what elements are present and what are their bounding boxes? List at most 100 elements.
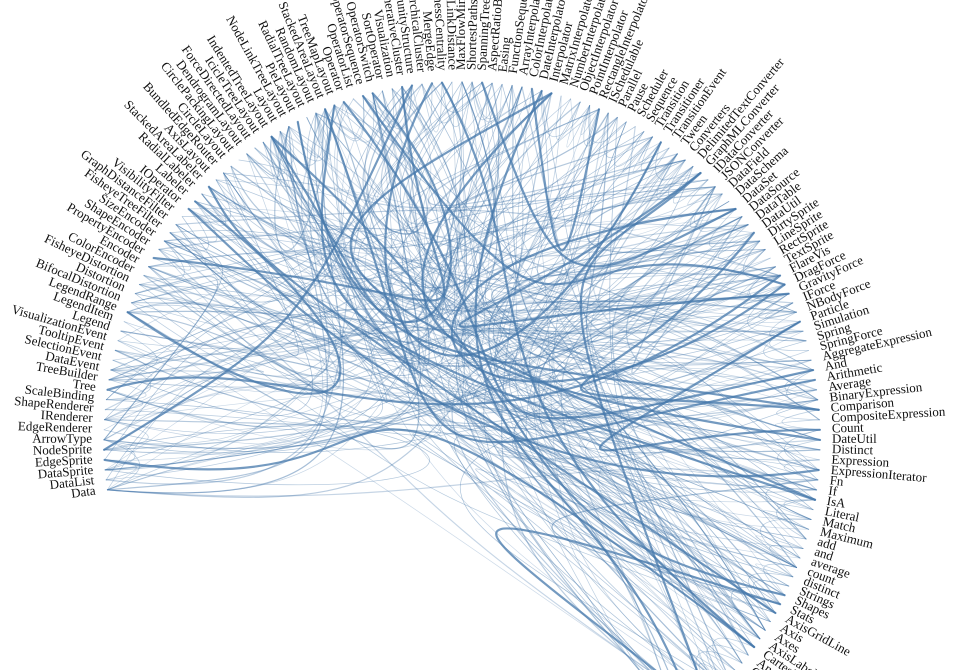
node-label[interactable]: If (828, 483, 839, 499)
dependency-edge (776, 499, 816, 540)
dependency-edge (103, 172, 383, 451)
node-label[interactable]: ShortestPaths (463, 0, 480, 70)
node-label[interactable]: Easing (495, 36, 514, 73)
node-label[interactable]: IsA (826, 493, 848, 511)
node-label[interactable]: Average (827, 373, 872, 394)
dependency-edge (349, 92, 817, 501)
dependency-edge (134, 293, 766, 631)
dependency-edge (208, 186, 781, 314)
node-label[interactable]: CompositeExpression (831, 404, 946, 425)
dependency-edge (543, 232, 820, 471)
dependency-edge (104, 459, 140, 471)
dependency-edge (163, 240, 786, 596)
dependency-edge (382, 88, 395, 125)
dependency-edge (104, 392, 821, 451)
dependency-edge (471, 81, 503, 120)
dependency-edge (104, 368, 819, 461)
dependency-edge (246, 121, 340, 388)
dependency-edge (342, 101, 815, 420)
node-label[interactable]: NodeSprite (33, 441, 93, 458)
dependency-edge (642, 147, 678, 190)
dependency-edge (103, 412, 816, 501)
dependency-edge (765, 302, 797, 318)
dependency-edge (207, 185, 777, 615)
dependency-edge (507, 85, 523, 128)
node-label[interactable]: ShapeRenderer (14, 393, 95, 415)
dependency-edge (271, 108, 388, 403)
dependency-edge (508, 105, 797, 568)
node-label[interactable]: Data (70, 483, 97, 501)
node-label[interactable]: ExpressionIterator (830, 462, 928, 485)
dependency-edge (153, 257, 736, 670)
dependency-edge (163, 186, 716, 414)
node-label[interactable]: Comparison (830, 394, 895, 414)
node-label[interactable]: LinkDistance (444, 0, 461, 70)
dependency-edge (784, 429, 821, 471)
dependency-edge (614, 121, 653, 167)
dependency-edge (444, 116, 686, 213)
node-label[interactable]: add (816, 534, 839, 554)
dependency-edge (460, 159, 755, 382)
node-label[interactable]: ArrowType (32, 431, 92, 446)
dependency-edge (488, 240, 761, 670)
dependency-edge (566, 101, 591, 148)
dependency-edge (453, 293, 819, 401)
dependency-edge (708, 208, 755, 248)
dependency-edge (515, 88, 662, 670)
dependency-edge (769, 544, 804, 568)
dependency-edge (401, 81, 657, 670)
dependency-edge (448, 311, 817, 415)
dependency-edge (431, 172, 771, 311)
node-label[interactable]: Literal (824, 503, 861, 525)
dependency-edge (103, 240, 223, 441)
dependency-edge (123, 321, 649, 670)
node-label[interactable]: MergeEdge (420, 10, 440, 72)
dependency-edge (372, 92, 821, 460)
dependency-edge (508, 85, 523, 119)
node-label[interactable]: Match (821, 513, 857, 535)
dependency-edge (382, 85, 413, 130)
dependency-edge (103, 428, 756, 649)
dependency-edge (753, 580, 790, 614)
dependency-edge (153, 240, 192, 271)
dependency-edge (334, 92, 375, 143)
node-label[interactable]: DataSprite (37, 462, 94, 482)
dependency-edge (110, 350, 148, 372)
node-label[interactable]: Distinct (832, 441, 874, 457)
dependency-edge (551, 479, 819, 605)
dependency-edge (401, 82, 493, 315)
dependency-edge (471, 81, 513, 119)
dependency-edge (404, 272, 820, 471)
dependency-edge (110, 359, 153, 377)
node-label[interactable]: Count (832, 420, 865, 436)
dependency-edge (748, 572, 794, 614)
node-label[interactable]: DataList (49, 472, 96, 492)
dependency-edge (139, 284, 794, 578)
node-label[interactable]: IRenderer (40, 407, 93, 425)
dependency-edge (579, 171, 702, 670)
dependency-edge (493, 341, 801, 640)
dependency-edge (105, 82, 443, 485)
node-label[interactable]: SpanningTree (474, 0, 493, 71)
dependency-edge (158, 249, 781, 419)
node-label[interactable]: Tree (72, 376, 97, 394)
dependency-edge (262, 126, 295, 164)
node-label[interactable]: Expression (831, 452, 890, 470)
dependency-edge (230, 166, 797, 568)
dependency-edge (215, 179, 705, 670)
node-label[interactable]: EdgeRenderer (18, 418, 93, 435)
node-label[interactable]: MaxFlowMinCut (453, 0, 468, 70)
dependency-edge (110, 268, 821, 441)
dependency-edge (246, 141, 276, 176)
node-label[interactable]: And (823, 354, 848, 373)
dependency-edge (448, 136, 819, 401)
node-label[interactable]: Fn (829, 472, 845, 488)
dependency-edge (758, 293, 797, 319)
dependency-edge (467, 379, 816, 520)
node-label[interactable]: EdgeSprite (34, 451, 93, 469)
node-label[interactable]: DateUtil (832, 431, 877, 446)
dependency-edge (279, 131, 820, 421)
dependency-edge (148, 117, 618, 268)
node-label[interactable]: and (813, 544, 836, 564)
dependency-edge (625, 216, 814, 386)
